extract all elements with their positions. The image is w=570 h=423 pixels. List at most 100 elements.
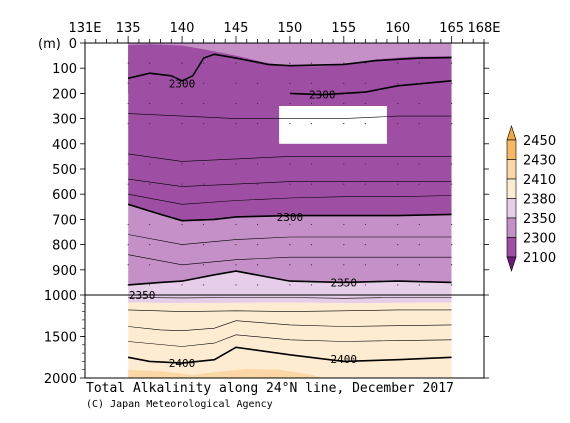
- station-dot: [149, 223, 151, 226]
- chart-title: Total Alkalinity along 24°N line, Decemb…: [86, 381, 454, 396]
- station-dot: [203, 82, 205, 84]
- value-band-2410-2430: [128, 368, 323, 378]
- y-axis-unit: (m): [38, 37, 61, 52]
- station-dot: [364, 82, 366, 84]
- station-dot: [181, 284, 183, 286]
- y-tick-label: 200: [52, 87, 77, 102]
- y-tick-label: 500: [52, 163, 77, 178]
- station-dot: [451, 102, 453, 105]
- station-dot: [181, 183, 183, 185]
- colorbar: 2450 2430 2410 2380 2350 2300 2100: [506, 125, 556, 272]
- station-dot: [235, 183, 237, 185]
- x-axis-ticks: 131E 135 140 145 150 155 160 165 168E: [68, 21, 501, 43]
- station-dot: [289, 284, 291, 286]
- station-dot: [310, 163, 313, 165]
- station-dot: [397, 284, 399, 286]
- station-dot: [343, 163, 345, 165]
- x-tick-label: 145: [224, 21, 249, 36]
- station-dot: [343, 244, 345, 246]
- no-data-regions: [85, 43, 484, 379]
- station-dot: [235, 123, 237, 125]
- station-dot: [451, 264, 453, 266]
- station-dot: [451, 123, 453, 125]
- y-tick-label: 300: [52, 113, 77, 128]
- station-dot: [149, 123, 151, 125]
- y-tick-label: 0: [69, 37, 77, 52]
- plot-frame: [84, 42, 485, 379]
- station-dot: [310, 264, 313, 266]
- station-dot: [289, 264, 291, 266]
- station-dot: [256, 223, 259, 226]
- no-data-region: [85, 93, 129, 379]
- contour-lines: [127, 53, 453, 364]
- station-dot: [310, 62, 313, 64]
- station-dot: [235, 284, 237, 286]
- station-dot: [418, 244, 420, 246]
- station-dot: [397, 223, 399, 226]
- station-dot: [418, 102, 420, 105]
- contour-line-2300: [127, 203, 452, 222]
- station-dot: [235, 223, 237, 226]
- station-dot: [203, 264, 205, 266]
- station-dot: [397, 62, 399, 64]
- station-dot: [289, 82, 291, 84]
- x-tick-label: 160: [385, 21, 410, 36]
- station-dot: [451, 82, 453, 84]
- contour-line-2400: [127, 346, 452, 364]
- contour-line: [128, 193, 452, 205]
- station-dot: [203, 244, 205, 246]
- x-tick-label: 131E: [68, 21, 101, 36]
- station-dot: [127, 163, 129, 165]
- station-dot: [127, 284, 129, 286]
- station-dot: [127, 244, 129, 246]
- station-dot: [256, 82, 259, 84]
- station-dot: [418, 62, 420, 64]
- station-dot: [203, 102, 205, 105]
- station-dot: [364, 183, 366, 185]
- contour-label-2350: 2350: [331, 276, 358, 289]
- station-dot: [364, 223, 366, 226]
- station-dot: [289, 102, 291, 105]
- station-dot: [127, 102, 129, 105]
- station-dot: [181, 102, 183, 105]
- station-dot: [364, 123, 366, 125]
- colorbar-label: 2430: [523, 154, 556, 169]
- y-tick-label: 100: [52, 62, 77, 77]
- station-dot: [343, 264, 345, 266]
- x-tick-label: 140: [170, 21, 195, 36]
- station-dot: [235, 82, 237, 84]
- station-dot: [397, 82, 399, 84]
- station-dot: [343, 183, 345, 185]
- station-dot: [235, 244, 237, 246]
- station-dot: [364, 244, 366, 246]
- station-dot: [397, 102, 399, 105]
- y-axis-ticks: 0 100 200 300 400 500 600 700 800 900 1000 1500 2000: [44, 37, 489, 387]
- contour-label-2400: 2400: [169, 357, 196, 370]
- station-dot: [149, 62, 151, 64]
- station-dot: [451, 163, 453, 165]
- y-tick-label: 400: [52, 138, 77, 153]
- station-dot: [256, 62, 259, 64]
- station-dot: [256, 102, 259, 105]
- station-dot: [127, 223, 129, 226]
- station-dot: [364, 163, 366, 165]
- station-dot: [418, 264, 420, 266]
- contour-line-2350: [128, 270, 452, 286]
- station-dot: [256, 264, 259, 266]
- station-dot: [203, 163, 205, 165]
- station-dot: [181, 223, 183, 226]
- station-dot: [149, 264, 151, 266]
- contour-line: [128, 297, 452, 299]
- station-dot: [289, 183, 291, 185]
- y-tick-label: 600: [52, 188, 77, 203]
- station-dot: [235, 264, 237, 266]
- station-dot: [310, 244, 313, 246]
- station-dot: [418, 163, 420, 165]
- station-dot: [364, 62, 366, 64]
- y-tick-label: 900: [52, 264, 77, 279]
- contour-line: [128, 113, 452, 119]
- colorbar-swatch: [506, 198, 517, 219]
- station-dot: [310, 284, 313, 286]
